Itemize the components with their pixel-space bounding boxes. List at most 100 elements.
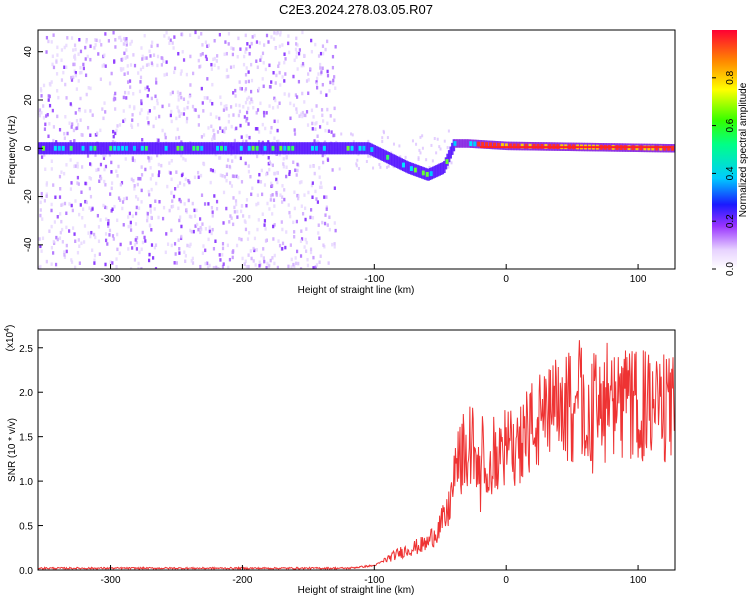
noise-speck (110, 71, 113, 76)
noise-speck (225, 68, 229, 72)
noise-speck (170, 109, 173, 114)
noise-speck (169, 113, 172, 118)
ridge-band (156, 142, 160, 155)
noise-speck (228, 220, 231, 224)
noise-speck (72, 75, 75, 80)
noise-speck (144, 239, 147, 243)
ridge-band (451, 142, 454, 155)
noise-speck (158, 114, 161, 119)
noise-speck (150, 215, 153, 220)
noise-speck (282, 164, 285, 169)
noise-speck (70, 36, 74, 40)
noise-speck (138, 89, 142, 94)
ridge-band (231, 142, 234, 155)
noise-speck (243, 219, 246, 223)
noise-speck (296, 162, 299, 167)
noise-speck (156, 54, 160, 59)
noise-speck (156, 98, 159, 103)
colorbar-tick-label: 0.0 (725, 262, 736, 276)
y-tick-label: 0.5 (19, 522, 33, 533)
noise-speck (307, 91, 310, 96)
ridge-core (500, 143, 504, 148)
noise-speck (82, 207, 85, 211)
noise-speck (111, 261, 114, 265)
noise-speck (133, 158, 136, 163)
noise-speck (60, 203, 63, 207)
noise-speck (184, 254, 187, 258)
noise-speck (248, 231, 251, 235)
ridge-band (237, 142, 240, 155)
ridge-band (345, 142, 348, 155)
noise-speck (234, 155, 237, 159)
noise-speck (271, 193, 274, 197)
noise-speck (101, 64, 104, 68)
noise-speck (39, 213, 42, 218)
noise-speck (295, 51, 298, 55)
ridge-core (192, 145, 196, 151)
noise-speck (326, 121, 329, 126)
noise-speck (253, 236, 257, 241)
noise-speck (39, 208, 42, 212)
noise-speck (213, 63, 216, 67)
noise-speck (52, 125, 56, 129)
ridge-core (667, 145, 671, 151)
noise-speck (277, 64, 280, 69)
noise-speck (296, 67, 299, 71)
noise-speck (175, 170, 178, 174)
noise-speck (78, 261, 81, 265)
noise-speck (192, 229, 195, 234)
noise-speck (244, 80, 247, 84)
noise-speck (417, 156, 420, 160)
noise-speck (115, 265, 118, 269)
noise-speck (229, 65, 233, 70)
noise-speck (85, 40, 88, 44)
noise-speck (287, 41, 290, 46)
ridge-core (69, 145, 73, 151)
noise-speck (114, 91, 117, 96)
noise-speck (242, 105, 245, 109)
noise-speck (328, 89, 331, 93)
noise-speck (425, 158, 428, 162)
noise-speck (45, 50, 48, 54)
noise-speck (211, 168, 214, 173)
ridge-band (302, 142, 305, 155)
noise-speck (316, 200, 320, 204)
noise-speck (88, 176, 91, 180)
noise-speck (246, 97, 249, 101)
noise-speck (131, 113, 134, 117)
noise-speck (204, 40, 208, 44)
noise-speck (295, 110, 298, 115)
noise-speck (131, 118, 134, 122)
noise-speck (125, 96, 128, 100)
noise-speck (446, 146, 449, 150)
ridge-band (183, 142, 187, 155)
ridge-band (390, 153, 394, 166)
noise-speck (80, 70, 83, 75)
noise-speck (158, 170, 161, 174)
noise-speck (322, 160, 325, 165)
noise-speck (90, 230, 93, 235)
ridge-band (295, 142, 299, 155)
noise-speck (334, 45, 337, 49)
noise-speck (239, 47, 242, 51)
ridge-core (504, 143, 508, 149)
noise-speck (199, 173, 203, 178)
noise-speck (136, 197, 140, 201)
ridge-core (291, 145, 295, 151)
noise-speck (246, 237, 250, 241)
noise-speck (50, 40, 53, 44)
noise-speck (77, 238, 80, 242)
noise-speck (213, 136, 216, 141)
noise-speck (319, 66, 322, 70)
noise-speck (63, 45, 66, 50)
noise-speck (143, 235, 146, 240)
noise-speck (274, 171, 277, 176)
ridge-band (189, 142, 193, 155)
noise-speck (76, 175, 80, 180)
ridge-band (416, 164, 419, 177)
ridge-band (159, 142, 163, 155)
ridge-band (455, 139, 459, 148)
noise-speck (269, 258, 272, 263)
noise-speck (430, 143, 433, 147)
noise-speck (239, 123, 242, 128)
